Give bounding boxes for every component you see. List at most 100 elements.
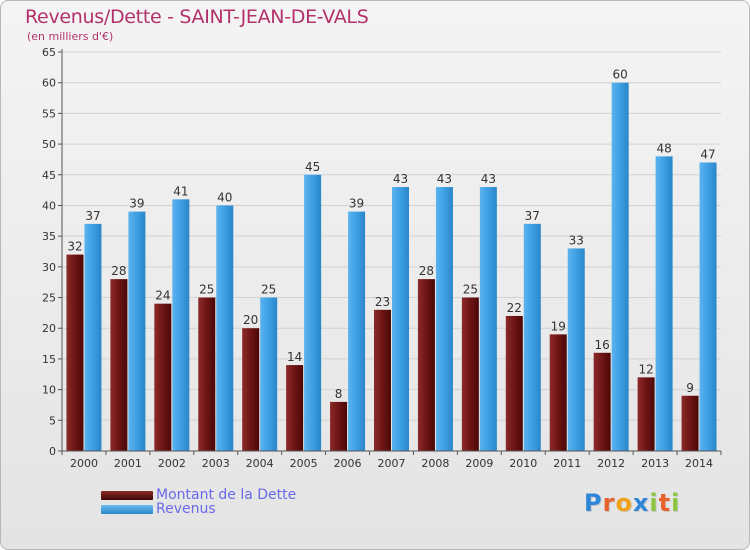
data-label-dette: 32: [67, 240, 82, 254]
x-tick-label: 2013: [641, 457, 669, 470]
logo-letter: x: [632, 489, 650, 517]
data-label-dette: 14: [287, 350, 302, 364]
y-tick-label: 55: [42, 107, 56, 120]
legend-label-revenus: Revenus: [156, 501, 216, 517]
proxiti-logo: Proxiti: [584, 489, 680, 517]
data-label-dette: 12: [638, 362, 653, 376]
bar-dette: [593, 352, 611, 451]
bar-revenus: [260, 297, 278, 451]
data-label-dette: 24: [155, 289, 170, 303]
x-tick-label: 2003: [202, 457, 230, 470]
x-tick-label: 2007: [378, 457, 406, 470]
logo-letter: i: [649, 489, 659, 517]
bar-dette: [66, 254, 84, 451]
y-tick-label: 0: [49, 445, 56, 458]
bar-revenus: [611, 82, 629, 451]
bar-revenus: [216, 205, 234, 451]
y-tick-label: 35: [42, 230, 56, 243]
bar-dette: [198, 297, 216, 451]
data-label-revenus: 45: [305, 160, 320, 174]
bar-revenus: [435, 187, 453, 452]
bar-dette: [154, 303, 172, 451]
data-label-revenus: 37: [525, 209, 540, 223]
data-label-dette: 19: [551, 319, 566, 333]
bar-revenus: [84, 223, 102, 451]
x-tick-label: 2002: [158, 457, 186, 470]
data-label-revenus: 43: [481, 172, 496, 186]
x-tick-label: 2012: [597, 457, 625, 470]
bar-dette: [242, 328, 260, 451]
bar-revenus: [348, 211, 366, 451]
data-label-revenus: 41: [173, 184, 188, 198]
data-label-revenus: 33: [569, 233, 584, 247]
logo-letter: t: [658, 489, 672, 517]
x-tick-label: 2005: [290, 457, 318, 470]
y-tick-label: 50: [42, 138, 56, 151]
data-label-revenus: 39: [129, 197, 144, 211]
data-label-revenus: 48: [656, 141, 671, 155]
legend-item-revenus: Revenus: [101, 501, 216, 517]
data-label-dette: 20: [243, 313, 258, 327]
bar-dette: [461, 297, 479, 451]
data-label-dette: 28: [111, 264, 126, 278]
data-label-dette: 22: [507, 301, 522, 315]
data-label-dette: 25: [199, 283, 214, 297]
logo-letter: P: [584, 489, 603, 517]
data-label-revenus: 40: [217, 190, 232, 204]
bar-revenus: [128, 211, 146, 451]
x-tick-label: 2008: [421, 457, 449, 470]
x-tick-label: 2000: [70, 457, 98, 470]
data-label-revenus: 60: [613, 68, 628, 82]
x-tick-label: 2011: [553, 457, 581, 470]
data-label-dette: 23: [375, 295, 390, 309]
chart-title: Revenus/Dette - SAINT-JEAN-DE-VALS: [25, 6, 369, 28]
legend-swatch-revenus: [101, 504, 153, 514]
data-label-dette: 16: [595, 338, 610, 352]
x-tick-label: 2014: [685, 457, 713, 470]
y-tick-label: 5: [49, 414, 56, 427]
x-tick-label: 2004: [246, 457, 274, 470]
logo-letter: i: [671, 489, 681, 517]
data-label-revenus: 37: [85, 209, 100, 223]
bar-revenus: [479, 187, 497, 452]
data-label-dette: 28: [419, 264, 434, 278]
chart-subtitle: (en milliers d'€): [27, 30, 114, 43]
data-label-revenus: 43: [393, 172, 408, 186]
x-tick-label: 2006: [334, 457, 362, 470]
x-tick-label: 2010: [509, 457, 537, 470]
bar-dette: [681, 395, 699, 451]
data-label-dette: 9: [686, 381, 694, 395]
data-label-dette: 25: [463, 283, 478, 297]
legend-item-dette: Montant de la Dette: [101, 487, 297, 503]
bar-revenus: [523, 223, 541, 451]
bar-dette: [505, 315, 523, 451]
data-label-revenus: 43: [437, 172, 452, 186]
y-tick-label: 30: [42, 261, 56, 274]
bar-dette: [330, 401, 348, 451]
bar-revenus: [392, 187, 409, 452]
data-label-revenus: 25: [261, 283, 276, 297]
y-tick-label: 65: [42, 46, 56, 59]
bar-revenus: [567, 248, 585, 451]
y-tick-label: 20: [42, 322, 56, 335]
logo-letter: o: [615, 489, 633, 517]
bar-revenus: [699, 162, 717, 451]
y-tick-label: 15: [42, 353, 56, 366]
data-label-revenus: 47: [700, 147, 715, 161]
logo-letter: r: [602, 489, 616, 517]
data-label-revenus: 39: [349, 197, 364, 211]
bar-dette: [637, 377, 655, 451]
x-tick-label: 2001: [114, 457, 142, 470]
bar-dette: [549, 334, 567, 451]
x-tick-label: 2009: [465, 457, 493, 470]
legend-label-dette: Montant de la Dette: [156, 487, 297, 503]
y-tick-label: 60: [42, 77, 56, 90]
bar-revenus: [304, 174, 322, 451]
y-tick-label: 25: [42, 292, 56, 305]
bar-revenus: [172, 199, 190, 451]
bar-dette: [374, 309, 391, 451]
bar-dette: [286, 365, 304, 451]
bar-dette: [417, 279, 435, 451]
